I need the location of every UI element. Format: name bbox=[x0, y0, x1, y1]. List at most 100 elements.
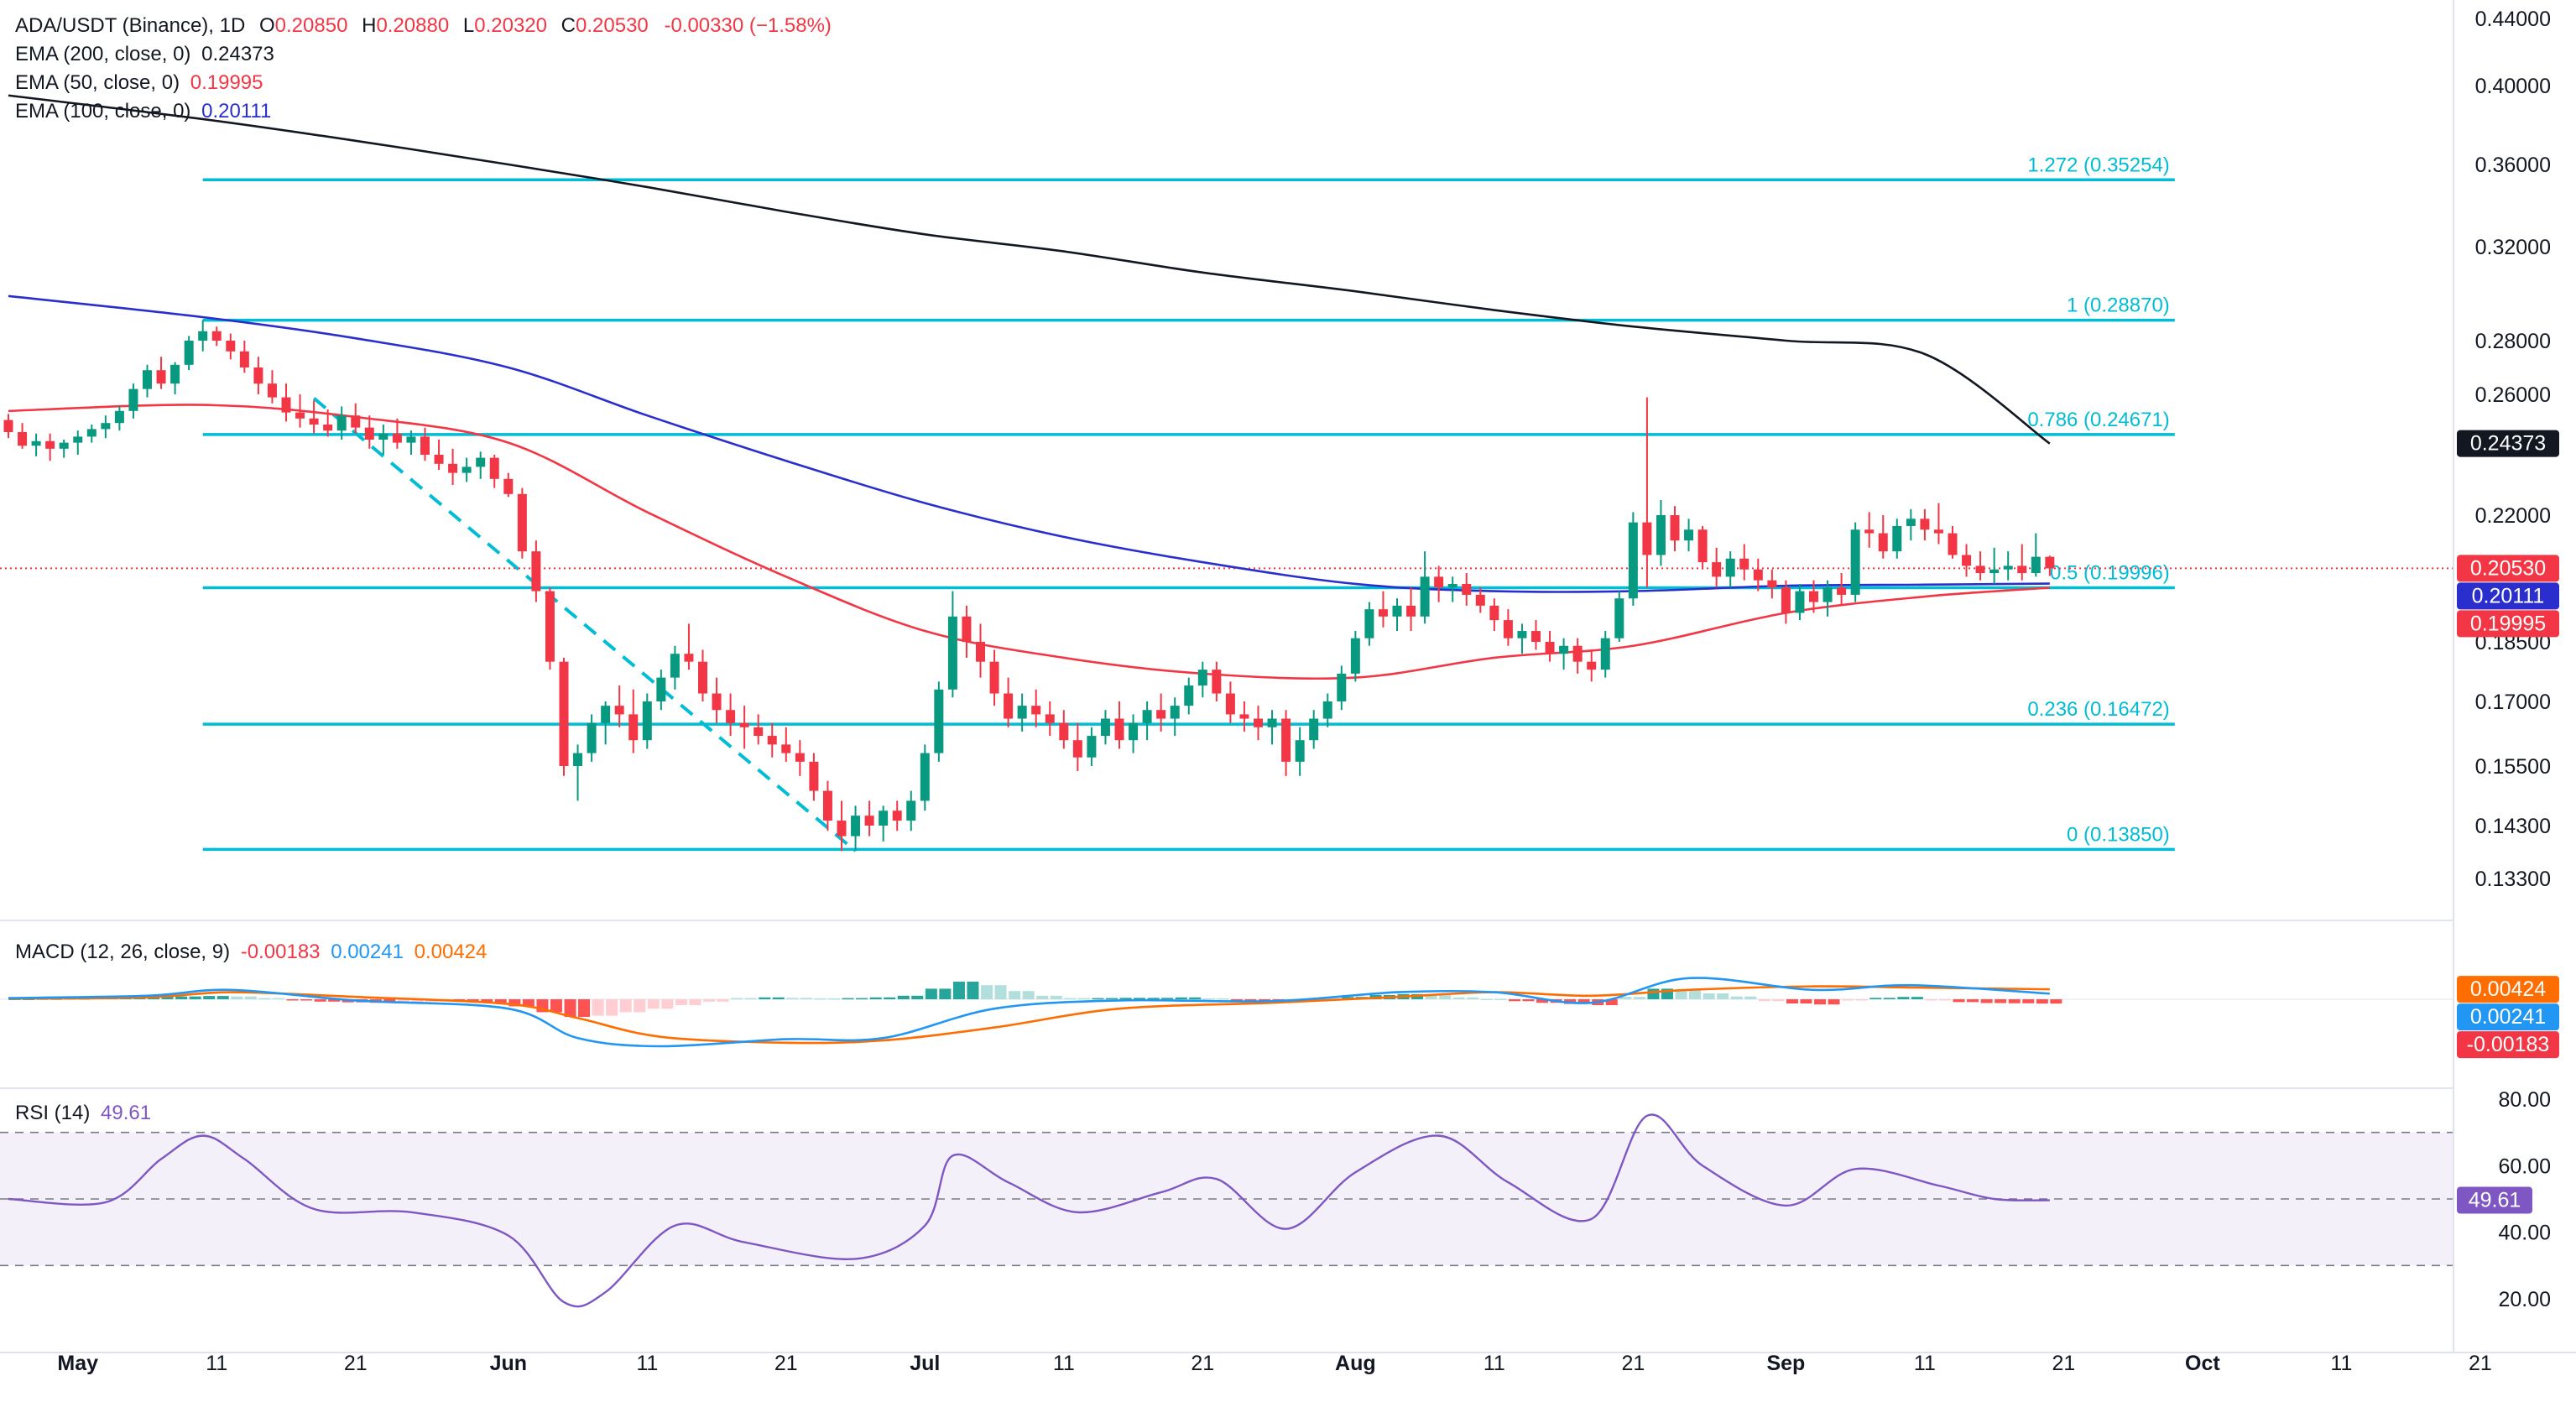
candle bbox=[851, 805, 861, 852]
candle bbox=[947, 591, 957, 698]
candle bbox=[1725, 551, 1735, 588]
macd-badge-bg bbox=[2457, 1031, 2559, 1059]
candle-body bbox=[2045, 556, 2055, 569]
candle bbox=[211, 326, 222, 347]
candle bbox=[101, 415, 111, 439]
macd-histogram-bar bbox=[216, 996, 229, 999]
candle-body bbox=[434, 455, 444, 464]
candle bbox=[1628, 512, 1638, 606]
ema50-legend[interactable]: EMA (50, close, 0) 0.19995 bbox=[15, 69, 263, 97]
price-tick-label: 0.28000 bbox=[2475, 330, 2551, 353]
candle-body bbox=[1031, 706, 1041, 715]
candle bbox=[1406, 587, 1416, 632]
candle-body bbox=[1129, 722, 1139, 741]
candle-body bbox=[1600, 638, 1610, 670]
ema200-legend[interactable]: EMA (200, close, 0) 0.24373 bbox=[15, 40, 274, 69]
macd-histogram-bar bbox=[689, 999, 701, 1005]
price-tick-label: 0.40000 bbox=[2475, 75, 2551, 98]
macd-line bbox=[8, 977, 2050, 1048]
time-tick-label: Oct bbox=[2185, 1352, 2220, 1375]
macd-badge-bg bbox=[2457, 976, 2559, 1003]
candle-body bbox=[1281, 718, 1291, 762]
rsi-line bbox=[8, 1113, 2050, 1308]
macd-histogram-bar bbox=[481, 999, 493, 1003]
candle-body bbox=[837, 821, 847, 837]
candle bbox=[434, 440, 444, 470]
candle-body bbox=[1753, 569, 1763, 581]
header-legend: ADA/USDT (Binance), 1D O0.20850 H0.20880… bbox=[15, 12, 832, 40]
price-badge-text: 0.20530 bbox=[2470, 556, 2546, 580]
candle bbox=[573, 744, 583, 801]
candle-body bbox=[114, 410, 124, 424]
rsi-tick-label: 60.00 bbox=[2498, 1154, 2551, 1178]
candle-body bbox=[1670, 515, 1680, 541]
candle bbox=[1350, 631, 1360, 682]
candle-body bbox=[143, 370, 152, 389]
candle-body bbox=[1378, 609, 1388, 617]
candle-body bbox=[1267, 718, 1277, 727]
open-value: 0.20850 bbox=[274, 14, 348, 37]
macd-signal-value: 0.00424 bbox=[414, 941, 488, 963]
candle bbox=[1322, 693, 1332, 727]
candle-body bbox=[1517, 631, 1527, 638]
candle-body bbox=[156, 370, 166, 384]
candle bbox=[1447, 576, 1457, 602]
macd-histogram-bar bbox=[1259, 999, 1271, 1001]
candle bbox=[170, 362, 180, 394]
price-pane[interactable]: 1.272 (0.35254) 1 (0.28870) 0.786 (0.24671… bbox=[0, 94, 2453, 852]
candle bbox=[1364, 602, 1374, 646]
candle bbox=[1129, 714, 1139, 753]
candle bbox=[323, 409, 333, 437]
macd-histogram-bar bbox=[897, 995, 910, 999]
candle-body bbox=[1837, 587, 1847, 595]
macd-histogram-bar bbox=[1064, 998, 1077, 1000]
macd-histogram-bar bbox=[1230, 999, 1243, 1001]
rsi-pane[interactable] bbox=[0, 1113, 2453, 1308]
macd-histogram-bar bbox=[1536, 999, 1549, 1003]
candle bbox=[1309, 710, 1319, 749]
macd-histogram-bar bbox=[2036, 999, 2048, 1004]
candle bbox=[837, 800, 847, 852]
candle bbox=[86, 425, 96, 443]
candle bbox=[1809, 580, 1818, 613]
ema200-label: EMA (200, close, 0) bbox=[15, 43, 191, 65]
candle-body bbox=[976, 642, 985, 662]
candle bbox=[1100, 710, 1110, 745]
macd-histogram-bar bbox=[1147, 998, 1160, 999]
ema50-value: 0.19995 bbox=[190, 71, 263, 94]
candle-body bbox=[170, 364, 180, 384]
candle bbox=[114, 406, 124, 431]
rsi-tick-label: 20.00 bbox=[2498, 1288, 2551, 1311]
macd-histogram-bar bbox=[314, 999, 326, 1002]
candle bbox=[795, 740, 805, 776]
time-tick-label: 11 bbox=[1914, 1352, 1936, 1375]
macd-label: MACD (12, 26, close, 9) bbox=[15, 941, 231, 963]
rsi-legend[interactable]: RSI (14) 49.61 bbox=[15, 1099, 151, 1128]
candle bbox=[614, 685, 624, 727]
macd-histogram-bar bbox=[1995, 999, 2007, 1003]
candle bbox=[1587, 649, 1597, 682]
ema100-legend[interactable]: EMA (100, close, 0) 0.20111 bbox=[15, 97, 271, 126]
candle-body bbox=[1809, 591, 1818, 602]
macd-pane[interactable] bbox=[0, 977, 2453, 1048]
time-tick-label: 21 bbox=[1621, 1352, 1645, 1375]
macd-histogram-bar bbox=[675, 999, 687, 1005]
candle bbox=[767, 722, 777, 758]
macd-histogram-bar bbox=[2008, 999, 2021, 1003]
candle bbox=[1975, 551, 1985, 581]
price-badge-bg bbox=[2457, 430, 2559, 457]
macd-histogram-bar bbox=[1633, 997, 1645, 999]
macd-histogram-bar bbox=[1244, 999, 1257, 1001]
candle-body bbox=[1184, 685, 1194, 706]
macd-legend[interactable]: MACD (12, 26, close, 9) -0.00183 0.00241… bbox=[15, 938, 487, 967]
price-tick-label: 0.26000 bbox=[2475, 383, 2551, 407]
macd-histogram-bar bbox=[1647, 988, 1660, 999]
candle bbox=[2003, 551, 2013, 581]
candle bbox=[601, 701, 611, 745]
candle-body bbox=[559, 661, 569, 766]
candle bbox=[531, 540, 541, 602]
candle bbox=[934, 681, 944, 762]
macd-histogram-bar bbox=[1134, 998, 1146, 999]
rsi-tick-label: 40.00 bbox=[2498, 1222, 2551, 1245]
